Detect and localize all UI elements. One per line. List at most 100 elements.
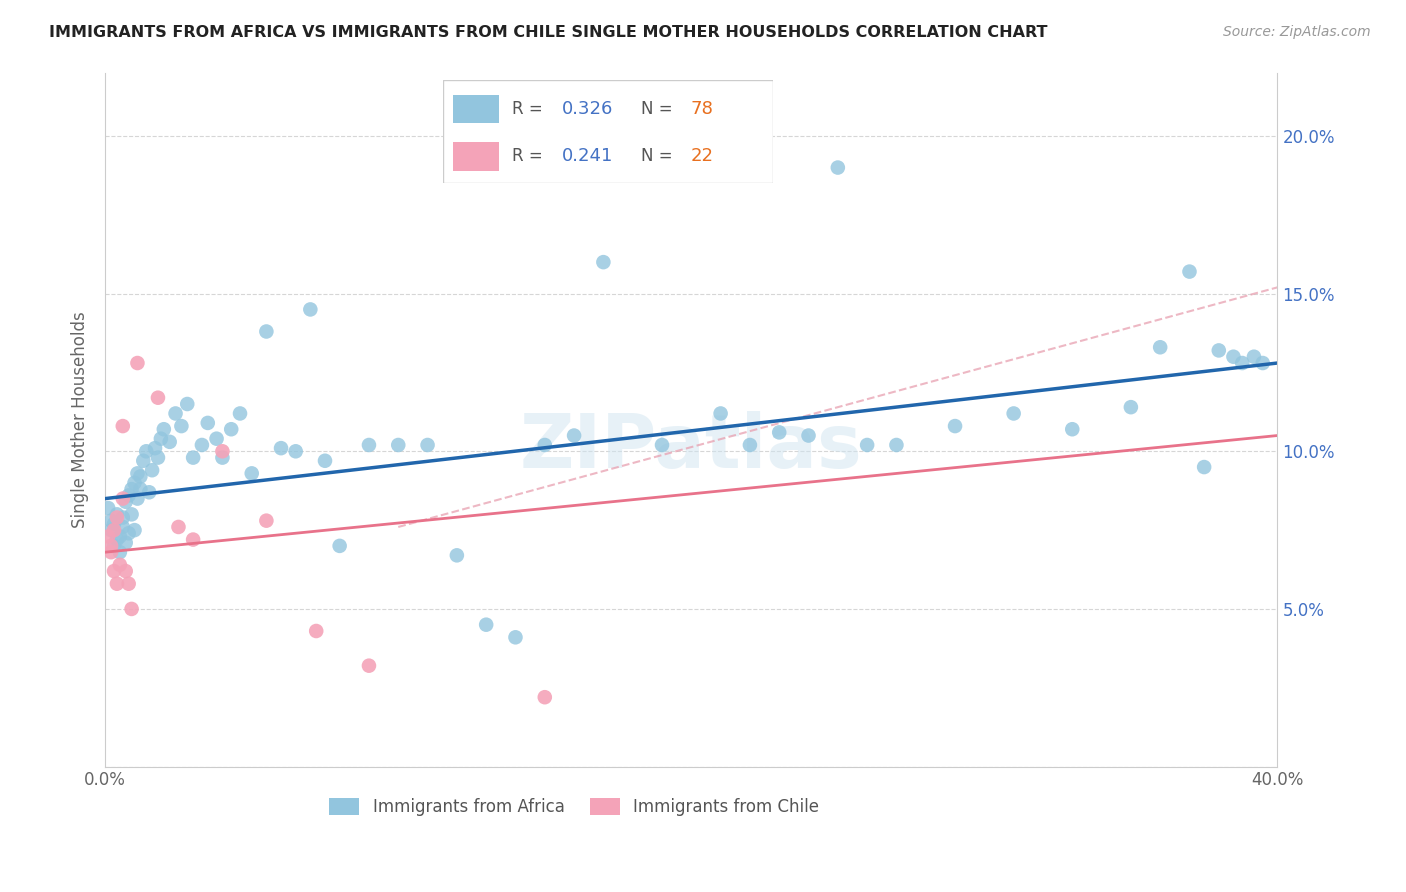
Point: [114, 494, 136, 508]
Point: [105, 510, 128, 524]
Point: [240, 467, 263, 481]
Point: [103, 539, 125, 553]
Point: [229, 407, 252, 421]
Point: [138, 485, 160, 500]
Point: [357, 658, 380, 673]
FancyBboxPatch shape: [443, 80, 773, 183]
Point: [533, 438, 555, 452]
Text: 0.326: 0.326: [562, 100, 613, 118]
Point: [219, 422, 242, 436]
Point: [100, 523, 122, 537]
Y-axis label: Single Mother Households: Single Mother Households: [72, 311, 89, 528]
Point: [149, 432, 172, 446]
Point: [118, 526, 141, 541]
Point: [132, 454, 155, 468]
Point: [270, 441, 292, 455]
Point: [181, 450, 204, 465]
Point: [211, 450, 233, 465]
Text: N =: N =: [641, 100, 678, 118]
Point: [211, 444, 233, 458]
Point: [533, 690, 555, 705]
Point: [170, 419, 193, 434]
Point: [105, 508, 128, 522]
Point: [105, 533, 128, 547]
Point: [165, 407, 187, 421]
Point: [118, 576, 141, 591]
Point: [127, 356, 149, 370]
Point: [562, 428, 585, 442]
Point: [176, 397, 198, 411]
Point: [827, 161, 849, 175]
Point: [97, 501, 120, 516]
Point: [651, 438, 673, 452]
Point: [100, 545, 122, 559]
Point: [129, 482, 152, 496]
Point: [1251, 356, 1274, 370]
Point: [153, 422, 176, 436]
Point: [108, 545, 131, 559]
Point: [387, 438, 409, 452]
Point: [124, 523, 146, 537]
Bar: [453, 142, 499, 170]
Point: [146, 450, 169, 465]
Point: [135, 444, 157, 458]
Point: [143, 441, 166, 455]
Point: [592, 255, 614, 269]
Point: [1119, 400, 1142, 414]
Point: [1062, 422, 1084, 436]
Point: [314, 454, 336, 468]
Point: [127, 491, 149, 506]
Text: Source: ZipAtlas.com: Source: ZipAtlas.com: [1223, 25, 1371, 39]
Point: [1192, 460, 1215, 475]
Text: IMMIGRANTS FROM AFRICA VS IMMIGRANTS FROM CHILE SINGLE MOTHER HOUSEHOLDS CORRELA: IMMIGRANTS FROM AFRICA VS IMMIGRANTS FRO…: [49, 25, 1047, 40]
Point: [768, 425, 790, 440]
Legend: Immigrants from Africa, Immigrants from Chile: Immigrants from Africa, Immigrants from …: [321, 789, 827, 824]
Point: [114, 564, 136, 578]
Point: [475, 617, 498, 632]
Point: [1149, 340, 1171, 354]
Point: [416, 438, 439, 452]
Point: [103, 516, 125, 531]
Point: [111, 419, 134, 434]
Point: [103, 523, 125, 537]
Point: [299, 302, 322, 317]
Point: [129, 469, 152, 483]
Point: [1232, 356, 1254, 370]
Point: [108, 529, 131, 543]
Point: [284, 444, 307, 458]
Text: 78: 78: [690, 100, 714, 118]
Point: [1178, 264, 1201, 278]
Point: [205, 432, 228, 446]
Point: [100, 514, 122, 528]
Point: [121, 508, 143, 522]
Point: [1208, 343, 1230, 358]
Text: R =: R =: [512, 100, 548, 118]
Point: [886, 438, 908, 452]
Point: [100, 539, 122, 553]
Text: ZIPatlas: ZIPatlas: [520, 411, 863, 484]
Point: [111, 510, 134, 524]
Point: [738, 438, 761, 452]
Point: [254, 325, 277, 339]
Point: [159, 434, 181, 449]
Text: 22: 22: [690, 147, 714, 165]
Point: [357, 438, 380, 452]
Point: [1222, 350, 1244, 364]
Point: [329, 539, 352, 553]
Point: [121, 602, 143, 616]
Point: [124, 475, 146, 490]
Point: [103, 564, 125, 578]
Point: [105, 576, 128, 591]
Point: [305, 624, 328, 638]
Point: [943, 419, 966, 434]
Text: R =: R =: [512, 147, 548, 165]
Point: [146, 391, 169, 405]
Point: [121, 482, 143, 496]
Point: [856, 438, 879, 452]
Bar: [453, 95, 499, 123]
Point: [167, 520, 190, 534]
Point: [114, 535, 136, 549]
Point: [197, 416, 219, 430]
Point: [254, 514, 277, 528]
Text: N =: N =: [641, 147, 678, 165]
